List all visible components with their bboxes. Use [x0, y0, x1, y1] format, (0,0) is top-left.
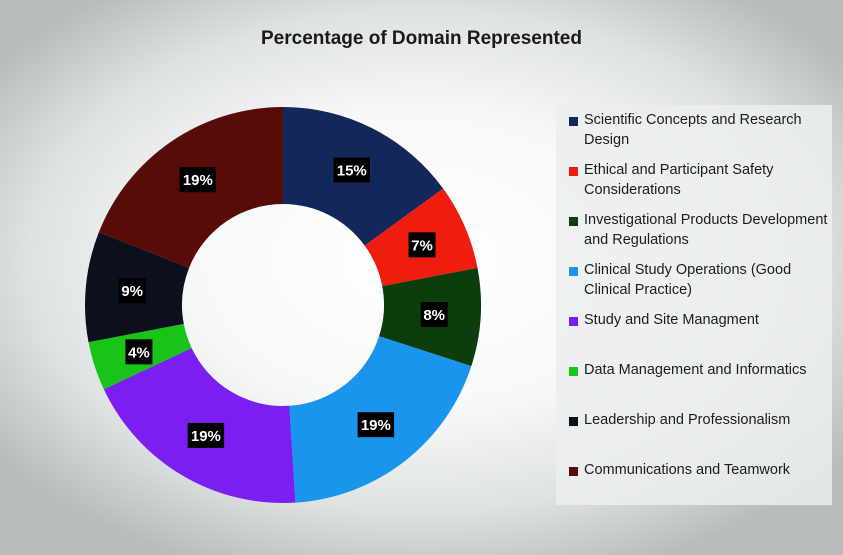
slice-label-box: [118, 278, 146, 304]
legend-swatch: [569, 317, 578, 326]
legend-swatch: [569, 467, 578, 476]
slice-label-box: [357, 412, 395, 438]
slice-label-box: [408, 232, 436, 258]
legend-label: Ethical and Participant Safety Considera…: [584, 162, 774, 198]
slice-label-box: [179, 167, 217, 193]
slice-data-label: 7%: [408, 232, 436, 258]
legend-swatch: [569, 267, 578, 276]
slice-data-label: 8%: [420, 302, 448, 328]
slice-data-label: 9%: [118, 278, 146, 304]
slice-data-label: 19%: [187, 422, 225, 448]
legend-swatch: [569, 167, 578, 176]
slice-label-text: 19%: [183, 172, 213, 189]
legend-swatch: [569, 217, 578, 226]
legend-label: Clinical Study Operations (Good Clinical…: [584, 262, 792, 298]
chart-title: Percentage of Domain Represented: [261, 28, 582, 49]
slice-label-box: [125, 339, 153, 365]
legend-label: Scientific Concepts and Research Design: [584, 112, 802, 148]
legend-label: Data Management and Informatics: [584, 362, 807, 378]
slice-data-label: 19%: [357, 412, 395, 438]
legend-swatch: [569, 117, 578, 126]
slice-label-text: 19%: [361, 417, 391, 434]
slice-label-text: 19%: [191, 428, 221, 445]
legend-label: Communications and Teamwork: [584, 462, 791, 478]
slice-data-label: 19%: [179, 167, 217, 193]
slice-label-box: [187, 422, 225, 448]
slice-label-box: [333, 157, 371, 183]
slice-label-text: 7%: [411, 237, 433, 254]
legend-swatch: [569, 417, 578, 426]
slice-label-text: 9%: [121, 283, 143, 300]
legend-label: Leadership and Professionalism: [584, 412, 791, 428]
slice-data-label: 15%: [333, 157, 371, 183]
slice-label-text: 15%: [337, 163, 367, 180]
slice-label-text: 8%: [423, 307, 445, 324]
slice-data-label: 4%: [125, 339, 153, 365]
slice-label-box: [420, 302, 448, 328]
legend-label: Investigational Products Development and…: [584, 212, 828, 248]
legend-swatch: [569, 367, 578, 376]
legend-label: Study and Site Managment: [584, 312, 759, 328]
legend: Scientific Concepts and Research Design E…: [556, 105, 832, 505]
slice-label-text: 4%: [128, 344, 150, 361]
